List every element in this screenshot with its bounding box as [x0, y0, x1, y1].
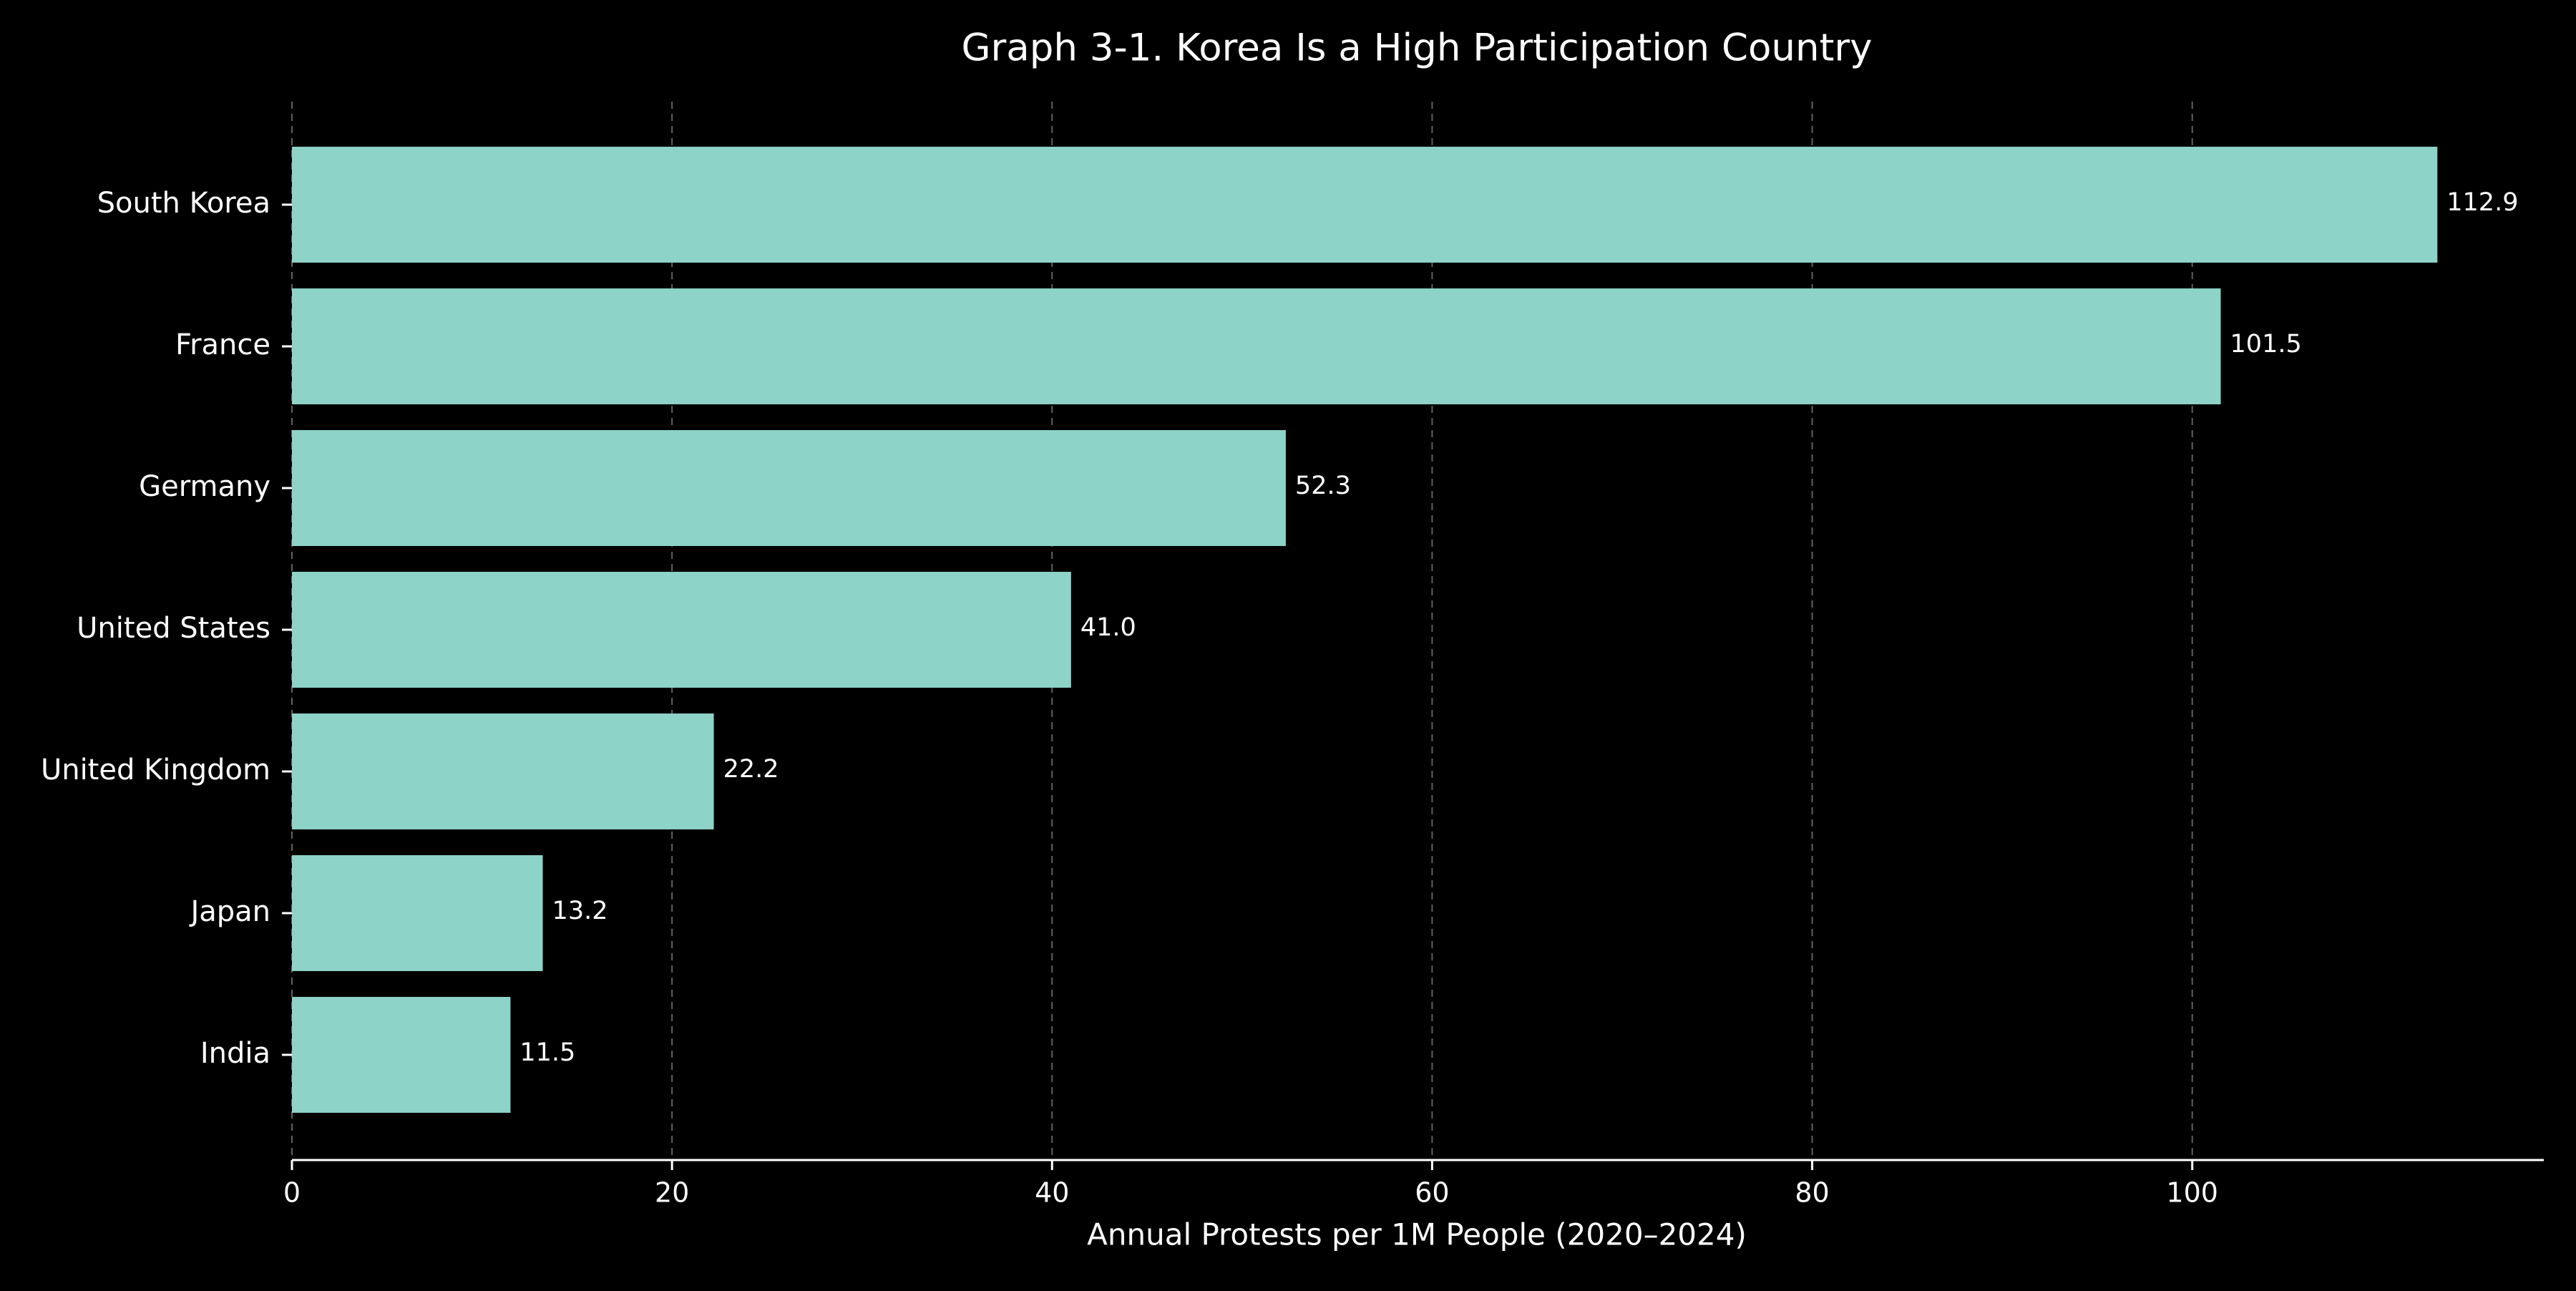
- y-tick-label: South Korea: [97, 187, 270, 220]
- x-tick-label: 80: [1795, 1177, 1829, 1209]
- bar-value-label: 112.9: [2446, 188, 2518, 217]
- bar-value-label: 11.5: [519, 1038, 575, 1067]
- x-axis-ticks: 0 20 40 60 80 100: [283, 1160, 2218, 1209]
- y-axis-ticks: South Korea France Germany United States Uni…: [41, 187, 292, 1070]
- y-tick-label: United Kingdom: [41, 754, 270, 786]
- bar-value-label: 52.3: [1295, 472, 1351, 500]
- y-tick-label: France: [175, 328, 270, 361]
- bar-india: [292, 997, 511, 1113]
- bar-value-label: 101.5: [2230, 330, 2302, 359]
- x-tick-label: 40: [1035, 1177, 1069, 1209]
- chart-title: Graph 3-1. Korea Is a High Participation…: [961, 26, 1872, 70]
- bar-france: [292, 288, 2221, 404]
- x-tick-label: 60: [1415, 1177, 1449, 1209]
- bar-japan: [292, 855, 543, 971]
- x-tick-label: 0: [283, 1177, 301, 1209]
- y-tick-label: India: [200, 1037, 270, 1070]
- bars: [292, 147, 2438, 1113]
- bar-south-korea: [292, 147, 2438, 263]
- bar-united-kingdom: [292, 713, 714, 829]
- x-tick-label: 20: [655, 1177, 689, 1209]
- value-labels: 112.9 101.5 52.3 41.0 22.2 13.2 11.5: [519, 188, 2518, 1067]
- y-tick-label: United States: [77, 612, 270, 645]
- y-tick-label: Germany: [139, 470, 270, 503]
- bar-value-label: 22.2: [723, 755, 779, 784]
- bar-germany: [292, 430, 1286, 546]
- x-tick-label: 100: [2166, 1177, 2218, 1209]
- y-tick-label: Japan: [188, 895, 270, 928]
- bar-value-label: 41.0: [1080, 613, 1136, 642]
- bar-value-label: 13.2: [552, 897, 608, 925]
- x-axis-label: Annual Protests per 1M People (2020–2024…: [1087, 1217, 1747, 1252]
- bar-united-states: [292, 572, 1071, 688]
